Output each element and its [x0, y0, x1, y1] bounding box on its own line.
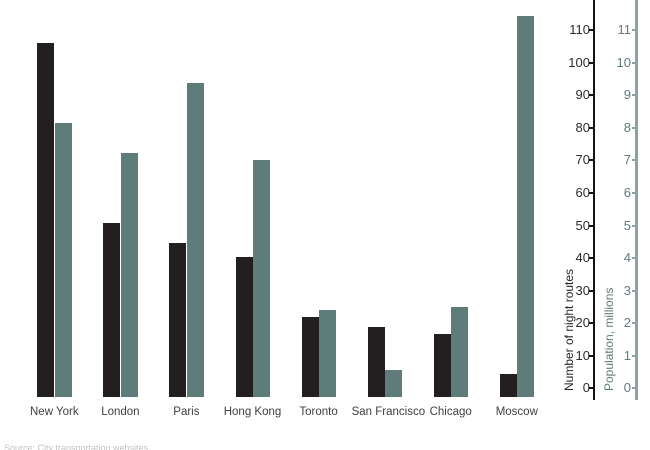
right-tick-label: 2	[623, 315, 631, 331]
bar-night-routes	[367, 326, 385, 397]
left-tick-mark	[588, 29, 594, 31]
bar-population	[120, 153, 138, 397]
left-tick-mark	[588, 354, 594, 357]
right-axis-title: Population, millions	[602, 287, 616, 391]
left-tick-label: 30	[575, 282, 590, 298]
left-tick-label: 40	[575, 250, 590, 266]
left-tick-label: 20	[575, 315, 590, 331]
left-tick-label: 70	[575, 152, 590, 168]
left-tick-mark	[588, 94, 594, 97]
right-tick-mark	[631, 94, 637, 97]
right-tick-label: 9	[623, 87, 631, 103]
bar-population	[384, 370, 402, 397]
left-tick-mark	[588, 224, 594, 227]
right-tick-label: 8	[623, 119, 631, 135]
bar-night-routes	[235, 256, 253, 397]
category-label: Hong Kong	[223, 406, 282, 418]
left-axis-line	[592, 0, 595, 400]
left-tick-label: 0	[582, 380, 590, 396]
right-tick-label: 3	[623, 282, 631, 298]
bar-population	[252, 159, 270, 397]
left-tick-mark	[588, 126, 594, 129]
bar-night-routes	[37, 43, 55, 397]
right-tick-mark	[631, 159, 637, 162]
left-tick-label: 10	[575, 347, 590, 363]
right-axis-line	[635, 0, 638, 400]
right-tick-mark	[631, 29, 637, 31]
left-tick-mark	[588, 257, 594, 260]
bar-population	[517, 16, 534, 397]
left-tick-label: 80	[575, 119, 590, 135]
left-tick-label: 110	[569, 22, 590, 37]
right-tick-mark	[631, 126, 637, 129]
bar-population	[54, 123, 72, 397]
right-tick-label: 4	[623, 250, 631, 266]
left-tick-mark	[588, 289, 594, 292]
bar-night-routes	[433, 333, 451, 397]
right-tick-mark	[631, 257, 637, 260]
right-tick-label: 6	[623, 184, 631, 200]
category-label: Paris	[173, 406, 200, 418]
bar-night-routes	[499, 373, 517, 397]
right-tick-label: 5	[623, 217, 631, 233]
right-tick-label: 11	[617, 22, 632, 37]
bar-night-routes	[169, 243, 187, 397]
right-tick-label: 1	[623, 347, 631, 363]
bar-population	[450, 306, 468, 397]
bar-night-routes	[103, 223, 121, 397]
right-tick-label: 10	[616, 54, 631, 70]
right-tick-label: 0	[623, 380, 631, 396]
left-tick-label: 50	[575, 217, 590, 233]
bar-population	[318, 310, 336, 397]
category-label: Toronto	[299, 406, 338, 418]
right-tick-mark	[631, 354, 637, 357]
left-tick-mark	[588, 387, 594, 390]
left-tick-mark	[588, 61, 594, 64]
left-tick-label: 100	[568, 54, 590, 70]
source-caption: Source: City transportation websites	[4, 443, 149, 450]
category-label: London	[101, 406, 140, 418]
right-tick-mark	[631, 322, 637, 325]
left-axis-title: Number of night routes	[562, 268, 576, 391]
left-tick-mark	[588, 191, 594, 194]
left-tick-label: 90	[575, 87, 590, 103]
right-tick-mark	[631, 224, 637, 227]
left-tick-label: 60	[575, 184, 590, 200]
category-label: San Francisco	[351, 406, 426, 418]
right-tick-label: 7	[623, 152, 631, 168]
left-tick-mark	[588, 322, 594, 325]
right-tick-mark	[631, 289, 637, 292]
bar-population	[186, 83, 204, 397]
right-tick-mark	[631, 61, 637, 64]
right-tick-mark	[631, 387, 637, 390]
right-tick-mark	[631, 191, 637, 194]
category-label: Moscow	[495, 406, 538, 418]
category-label: Chicago	[429, 406, 472, 418]
category-label: New York	[30, 406, 79, 418]
bar-night-routes	[301, 316, 319, 397]
left-tick-mark	[588, 159, 594, 162]
